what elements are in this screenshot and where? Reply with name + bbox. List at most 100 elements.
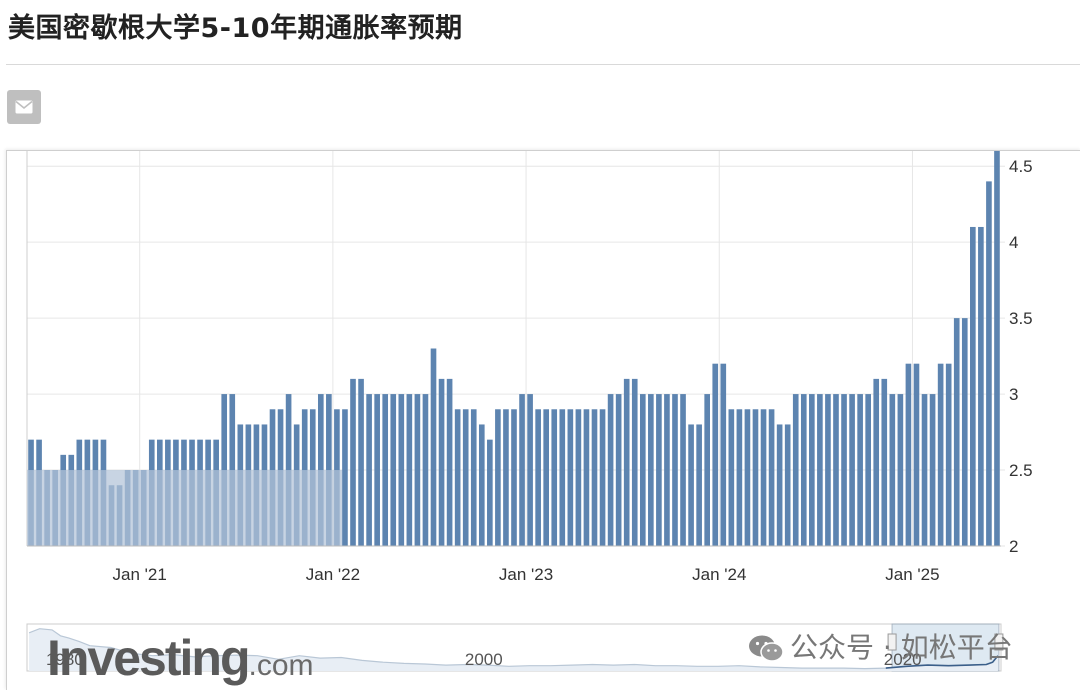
bar <box>744 409 751 546</box>
bar <box>809 394 815 546</box>
bar <box>961 318 968 546</box>
bar <box>470 409 477 546</box>
x-tick-label: Jan '24 <box>692 565 746 584</box>
bar <box>446 378 453 546</box>
bar <box>704 394 710 546</box>
bar <box>527 394 533 546</box>
bar <box>430 348 437 546</box>
bar <box>728 409 735 546</box>
bar <box>994 151 1000 546</box>
navigator-handle[interactable] <box>994 633 1004 651</box>
investing-watermark: Investing.com <box>47 630 314 686</box>
bar <box>414 394 421 546</box>
bar <box>768 409 775 546</box>
bar <box>833 394 839 546</box>
bar <box>623 378 630 546</box>
bar <box>841 394 847 546</box>
watermark-overlay <box>27 470 342 546</box>
bar <box>953 318 960 546</box>
bar <box>478 424 485 546</box>
bar <box>784 424 791 546</box>
bar <box>535 409 541 546</box>
bar <box>495 409 501 546</box>
bar <box>664 394 670 546</box>
envelope-icon <box>15 100 33 114</box>
bar <box>503 409 509 546</box>
mail-button[interactable] <box>7 90 41 124</box>
bar <box>559 409 566 546</box>
bar <box>889 394 896 546</box>
navigator-selected-line <box>885 655 999 669</box>
bar <box>865 394 871 546</box>
bar <box>760 409 767 546</box>
bar <box>752 409 759 546</box>
title-divider <box>6 64 1080 65</box>
bar <box>422 394 429 546</box>
bar <box>945 363 952 546</box>
bar <box>800 394 807 546</box>
bar <box>398 394 405 546</box>
bar <box>970 226 976 546</box>
bar <box>599 409 606 546</box>
bar <box>921 394 928 546</box>
main-chart: 2 2.5 3 3.5 4 4.5 Jan '21 Jan '22 Jan '23 Jan '24… <box>26 151 1033 672</box>
bar <box>736 409 743 546</box>
bar <box>776 424 783 546</box>
y-tick-label: 3.5 <box>1009 309 1033 328</box>
navigator-area <box>29 628 998 671</box>
bar <box>462 409 469 546</box>
y-tick-label: 2.5 <box>1009 461 1033 480</box>
bar <box>712 363 719 546</box>
bar <box>696 424 702 546</box>
y-tick-label: 4 <box>1009 233 1018 252</box>
bar <box>825 394 831 546</box>
bar <box>438 378 445 546</box>
bar <box>615 394 622 546</box>
bar <box>567 409 574 546</box>
y-tick-label: 4.5 <box>1009 157 1033 176</box>
bar <box>978 226 984 546</box>
bar <box>551 409 558 546</box>
bar <box>937 363 944 546</box>
bar <box>390 394 397 546</box>
bar <box>519 394 525 546</box>
bar <box>454 409 461 546</box>
navigator-line <box>28 628 999 670</box>
x-tick-label: Jan '22 <box>306 565 360 584</box>
navigator-year-label: 2020 <box>884 650 922 669</box>
bar <box>575 409 582 546</box>
bar <box>905 363 912 546</box>
bar <box>639 394 646 546</box>
bar <box>881 378 888 546</box>
bar <box>487 439 493 546</box>
bar <box>849 394 855 546</box>
bar <box>607 394 614 546</box>
bar <box>583 409 590 546</box>
bar <box>897 394 904 546</box>
bar <box>543 409 550 546</box>
bar <box>680 394 686 546</box>
page-title: 美国密歇根大学5-10年期通胀率预期 <box>8 13 463 44</box>
x-tick-label: Jan '25 <box>885 565 939 584</box>
x-tick-label: Jan '21 <box>113 565 167 584</box>
bar <box>656 394 662 546</box>
bar <box>358 378 364 546</box>
navigator-year-label: 2000 <box>465 650 503 669</box>
bar <box>929 394 936 546</box>
bar <box>511 409 517 546</box>
bar <box>672 394 678 546</box>
navigator-year-label: 1980 <box>46 650 84 669</box>
bar <box>792 394 799 546</box>
wechat-watermark: 公众号 · 如松平台 <box>748 626 1013 666</box>
bar <box>688 424 694 546</box>
bar <box>986 181 992 546</box>
y-tick-label: 2 <box>1009 537 1018 556</box>
bar <box>350 378 356 546</box>
wechat-icon <box>749 635 784 662</box>
bar <box>817 394 823 546</box>
bar <box>913 363 920 546</box>
navigator-handle[interactable] <box>887 633 897 651</box>
bar <box>342 409 348 546</box>
chart-container: 2 2.5 3 3.5 4 4.5 Jan '21 Jan '22 Jan '23 Jan '24… <box>6 150 1080 690</box>
bar <box>366 394 372 546</box>
